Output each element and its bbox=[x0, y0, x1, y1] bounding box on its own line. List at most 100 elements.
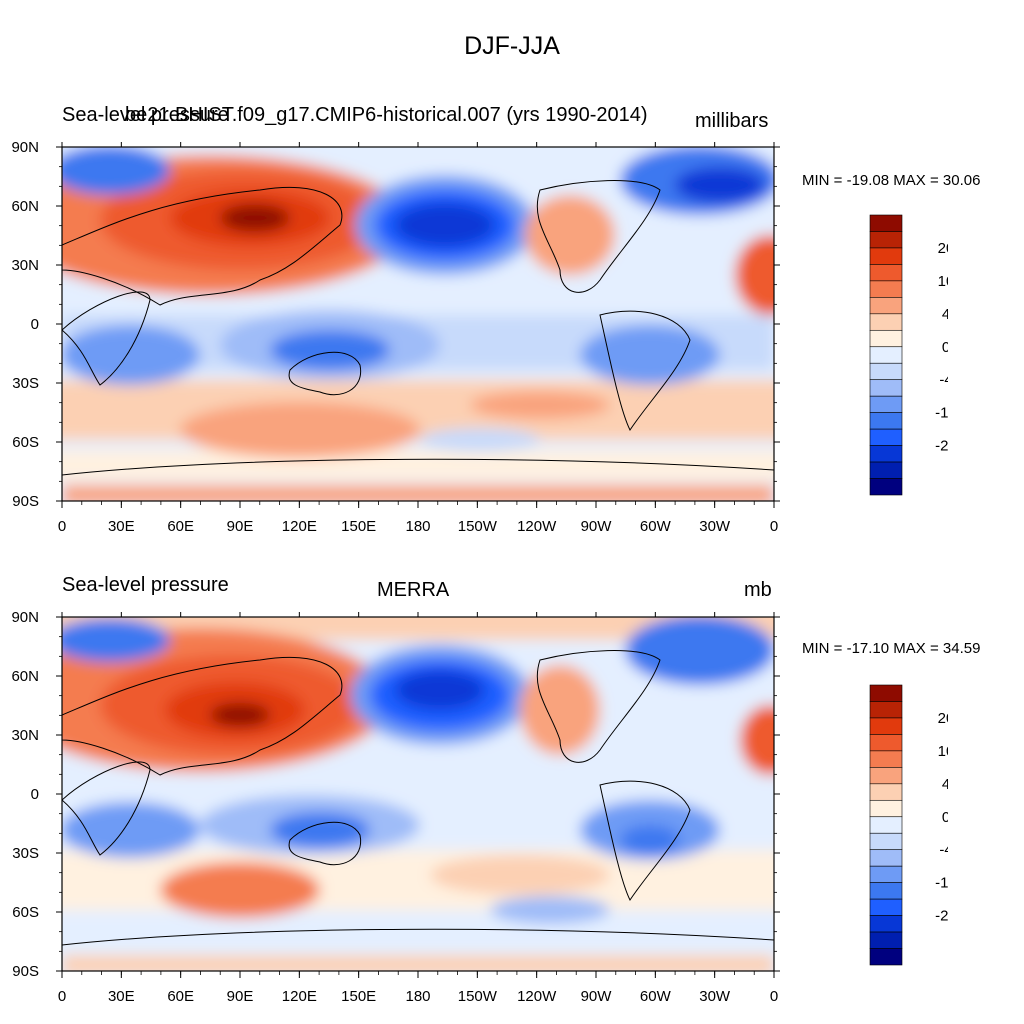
colorbar-box-1-12 bbox=[869, 412, 903, 430]
colorbar-box-1-8 bbox=[869, 346, 903, 364]
colorbar-label-1-2: 4 bbox=[942, 306, 948, 323]
colorbar-box-2-9 bbox=[869, 832, 903, 851]
panel-2-map: 0 30E 60E 90E 120E 150E 180 150W 120W 90W 60W 30W 0 … bbox=[11, 609, 780, 1005]
colorbar-box-2-11 bbox=[869, 865, 903, 883]
colorbar-box-1-6 bbox=[869, 313, 903, 331]
x-tick-label-1-5: 150E bbox=[341, 518, 376, 535]
colorbar-label-2-5: -10 bbox=[935, 875, 948, 892]
x-tick-label-1-2: 60E bbox=[167, 518, 194, 535]
x-tick-label-1-1: 30E bbox=[108, 518, 135, 535]
panel-2-center-title: MERRA bbox=[377, 579, 450, 601]
x-tick-label-1-8: 120W bbox=[517, 518, 557, 535]
y-tick-label-1-1: 60N bbox=[11, 198, 39, 215]
y-tick-label-2-2: 30N bbox=[11, 727, 39, 744]
colorbar-box-1-4 bbox=[869, 280, 903, 298]
colorbar-label-2-2: 4 bbox=[942, 776, 948, 793]
x-tick-label-1-3: 90E bbox=[227, 518, 254, 535]
figure-title: DJF-JJA bbox=[464, 32, 560, 60]
x-tick-label-2-5: 150E bbox=[341, 988, 376, 1005]
colorbar-box-1-16 bbox=[869, 478, 903, 496]
y-tick-label-1-5: 60S bbox=[12, 434, 39, 451]
x-tick-label-2-3: 90E bbox=[227, 988, 254, 1005]
x-tick-label-2-4: 120E bbox=[282, 988, 317, 1005]
colorbar-box-1-15 bbox=[869, 461, 903, 479]
panel-2-min-max: MIN = -17.10 MAX = 34.59 bbox=[802, 640, 981, 657]
y-tick-label-2-3: 0 bbox=[31, 786, 39, 803]
x-tick-label-2-0: 0 bbox=[58, 988, 66, 1005]
colorbar-box-2-7 bbox=[869, 799, 903, 818]
colorbar-box-2-16 bbox=[869, 948, 903, 966]
colorbar-box-2-5 bbox=[869, 767, 903, 785]
colorbar-box-2-12 bbox=[869, 882, 903, 900]
panel-2-x-ticks: 0 30E 60E 90E 120E 150E 180 150W 120W 90W 60W 30W 0 bbox=[58, 612, 778, 1005]
colorbar-box-2-6 bbox=[869, 783, 903, 801]
colorbar-box-2-10 bbox=[869, 849, 903, 867]
x-tick-label-2-2: 60E bbox=[167, 988, 194, 1005]
colorbar-label-2-4: -4 bbox=[939, 842, 948, 859]
panel-1-units: millibars bbox=[695, 110, 769, 132]
colorbar-box-1-5 bbox=[869, 297, 903, 315]
x-tick-label-1-6: 180 bbox=[405, 518, 430, 535]
colorbar-box-1-9 bbox=[869, 362, 903, 381]
panel-1-min-max: MIN = -19.08 MAX = 30.06 bbox=[802, 172, 981, 189]
panel-1-left-title: Sea-level pressure bbox=[62, 104, 229, 126]
y-tick-label-2-4: 30S bbox=[12, 845, 39, 862]
colorbar-label-2-6: -20 bbox=[935, 908, 948, 925]
colorbar-label-1-4: -4 bbox=[939, 372, 948, 389]
colorbar-box-1-13 bbox=[869, 428, 903, 446]
colorbar-label-1-5: -10 bbox=[935, 405, 948, 422]
y-tick-label-2-5: 60S bbox=[12, 904, 39, 921]
x-tick-label-1-11: 30W bbox=[699, 518, 731, 535]
colorbar-box-1-10 bbox=[869, 379, 903, 397]
x-tick-label-2-6: 180 bbox=[405, 988, 430, 1005]
y-tick-label-2-0: 90N bbox=[11, 609, 39, 626]
colorbar-box-1-3 bbox=[869, 264, 903, 282]
x-tick-label-2-9: 90W bbox=[581, 988, 613, 1005]
y-tick-label-1-3: 0 bbox=[31, 316, 39, 333]
panel-1-x-ticks: 0 30E 60E 90E 120E 150E 180 150W 120W 90W 60W 30W 0 bbox=[58, 142, 778, 535]
colorbar-box-2-13 bbox=[869, 898, 903, 916]
panel-1-y-ticks: 90N 60N 30N 0 30S 60S 90S bbox=[11, 139, 780, 510]
colorbar-box-2-4 bbox=[869, 750, 903, 768]
x-tick-label-1-10: 60W bbox=[640, 518, 672, 535]
y-tick-label-2-1: 60N bbox=[11, 668, 39, 685]
y-tick-label-1-6: 90S bbox=[12, 493, 39, 510]
colorbar-label-1-1: 10 bbox=[938, 273, 948, 290]
colorbar-box-2-15 bbox=[869, 931, 903, 949]
colorbar-box-2-1 bbox=[869, 701, 903, 719]
colorbar-box-1-7 bbox=[869, 329, 903, 348]
x-tick-label-2-12: 0 bbox=[770, 988, 778, 1005]
colorbar-box-2-0 bbox=[869, 684, 903, 702]
colorbar-box-1-0 bbox=[869, 214, 903, 232]
panel-2-units: mb bbox=[744, 579, 772, 601]
y-tick-label-2-6: 90S bbox=[12, 963, 39, 980]
colorbar-label-2-0: 20 bbox=[938, 710, 948, 727]
panel-1-colorbar: 20 10 4 0 -4 -10 -20 bbox=[869, 214, 948, 496]
panel-1-center-title: be21.BHIST.f09_g17.CMIP6-historical.007 … bbox=[125, 104, 648, 126]
colorbar-label-2-3: 0 bbox=[942, 809, 948, 826]
y-tick-label-1-2: 30N bbox=[11, 257, 39, 274]
x-tick-label-2-8: 120W bbox=[517, 988, 557, 1005]
x-tick-label-2-11: 30W bbox=[699, 988, 731, 1005]
x-tick-label-1-4: 120E bbox=[282, 518, 317, 535]
colorbar-label-2-1: 10 bbox=[938, 743, 948, 760]
colorbar-box-1-11 bbox=[869, 395, 903, 413]
panel-2-colorbar: 20 10 4 0 -4 -10 -20 bbox=[869, 684, 948, 966]
colorbar-box-2-8 bbox=[869, 816, 903, 834]
colorbar-box-1-2 bbox=[869, 247, 903, 265]
x-tick-label-2-1: 30E bbox=[108, 988, 135, 1005]
x-tick-label-2-10: 60W bbox=[640, 988, 672, 1005]
colorbar-box-2-14 bbox=[869, 915, 903, 933]
x-tick-label-1-0: 0 bbox=[58, 518, 66, 535]
colorbar-box-1-1 bbox=[869, 231, 903, 249]
colorbar-label-1-6: -20 bbox=[935, 438, 948, 455]
y-tick-label-1-0: 90N bbox=[11, 139, 39, 156]
colorbar-label-1-3: 0 bbox=[942, 339, 948, 356]
colorbar-box-2-3 bbox=[869, 734, 903, 752]
x-tick-label-1-7: 150W bbox=[458, 518, 498, 535]
y-tick-label-1-4: 30S bbox=[12, 375, 39, 392]
x-tick-label-1-9: 90W bbox=[581, 518, 613, 535]
colorbar-box-2-2 bbox=[869, 717, 903, 735]
panel-2-y-ticks: 90N 60N 30N 0 30S 60S 90S bbox=[11, 609, 780, 980]
panel-2-left-title: Sea-level pressure bbox=[62, 574, 229, 596]
